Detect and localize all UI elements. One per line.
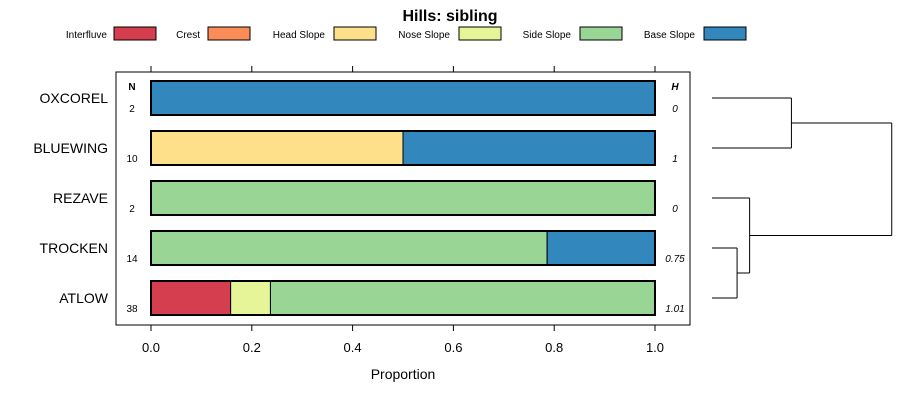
legend-swatch-crest — [207, 26, 251, 41]
dendrogram — [712, 97, 893, 299]
h-value-bluewing: 1 — [672, 154, 678, 165]
n-value-trocken: 14 — [126, 254, 138, 265]
legend-swatch-head-slope — [333, 26, 377, 41]
row-label-trocken: TROCKEN — [40, 240, 108, 256]
legend-label-crest: Crest — [176, 30, 200, 41]
n-value-bluewing: 10 — [126, 154, 138, 165]
n-value-atlow: 38 — [126, 304, 138, 315]
bar-rezave-side-slope — [150, 180, 656, 216]
x-axis-label: Proportion — [371, 366, 436, 382]
x-tick-label-5: 1.0 — [646, 340, 664, 355]
bar-trocken-base-slope — [546, 230, 656, 266]
x-tick-label-0: 0.0 — [142, 340, 160, 355]
bar-outline-rezave — [150, 180, 656, 216]
bar-outline-trocken — [150, 230, 656, 266]
bar-trocken-side-slope — [150, 230, 548, 266]
h-value-trocken: 0.75 — [665, 254, 685, 265]
chart-title: Hills: sibling — [402, 8, 497, 25]
n-value-rezave: 2 — [129, 204, 135, 215]
bar-bluewing-base-slope — [402, 130, 656, 166]
row-label-rezave: REZAVE — [53, 190, 108, 206]
h-value-atlow: 1.01 — [665, 304, 684, 315]
bar-atlow-interfluve — [150, 280, 232, 316]
h-header: H — [671, 82, 679, 93]
bar-atlow-nose-slope — [230, 280, 271, 316]
bars: 2 0 10 1 2 0 14 0.75 38 1.01 — [126, 80, 685, 316]
legend-swatch-nose-slope — [458, 26, 502, 41]
row-label-atlow: ATLOW — [59, 290, 109, 306]
row-label-oxcorel: OXCOREL — [40, 90, 109, 106]
legend-swatch-base-slope — [703, 26, 747, 41]
h-value-oxcorel: 0 — [672, 104, 678, 115]
bar-outline-bluewing — [150, 130, 656, 166]
x-tick-label-2: 0.4 — [344, 340, 362, 355]
bar-outline-atlow — [150, 280, 656, 316]
legend-label-side-slope: Side Slope — [523, 30, 572, 41]
bar-bluewing-head-slope — [150, 130, 404, 166]
legend: Interfluve Crest Head Slope Nose Slope Side … — [66, 26, 747, 41]
bar-oxcorel-base-slope — [150, 80, 656, 116]
n-header: N — [128, 82, 135, 93]
legend-label-nose-slope: Nose Slope — [398, 30, 450, 41]
row-labels: OXCOREL BLUEWING REZAVE TROCKEN ATLOW — [33, 90, 108, 306]
dendrogram-merge-0 — [712, 247, 738, 299]
dendrogram-merge-2 — [712, 97, 792, 149]
dendrogram-merge-3 — [749, 122, 893, 236]
x-tick-label-1: 0.2 — [243, 340, 261, 355]
plot-frame — [115, 71, 691, 326]
x-tick-label-4: 0.8 — [545, 340, 563, 355]
x-axis: 0.0 0.2 0.4 0.6 0.8 1.0 — [142, 66, 664, 355]
x-tick-label-3: 0.6 — [444, 340, 462, 355]
dendrogram-merge-1 — [712, 197, 751, 274]
h-value-rezave: 0 — [672, 204, 678, 215]
bar-atlow-side-slope — [269, 280, 656, 316]
legend-label-base-slope: Base Slope — [644, 30, 696, 41]
legend-label-interfluve: Interfluve — [66, 30, 108, 41]
n-value-oxcorel: 2 — [129, 104, 135, 115]
legend-swatch-side-slope — [579, 26, 623, 41]
row-label-bluewing: BLUEWING — [33, 140, 108, 156]
legend-label-head-slope: Head Slope — [273, 30, 326, 41]
legend-swatch-interfluve — [113, 26, 157, 41]
bar-outline-oxcorel — [150, 80, 656, 116]
